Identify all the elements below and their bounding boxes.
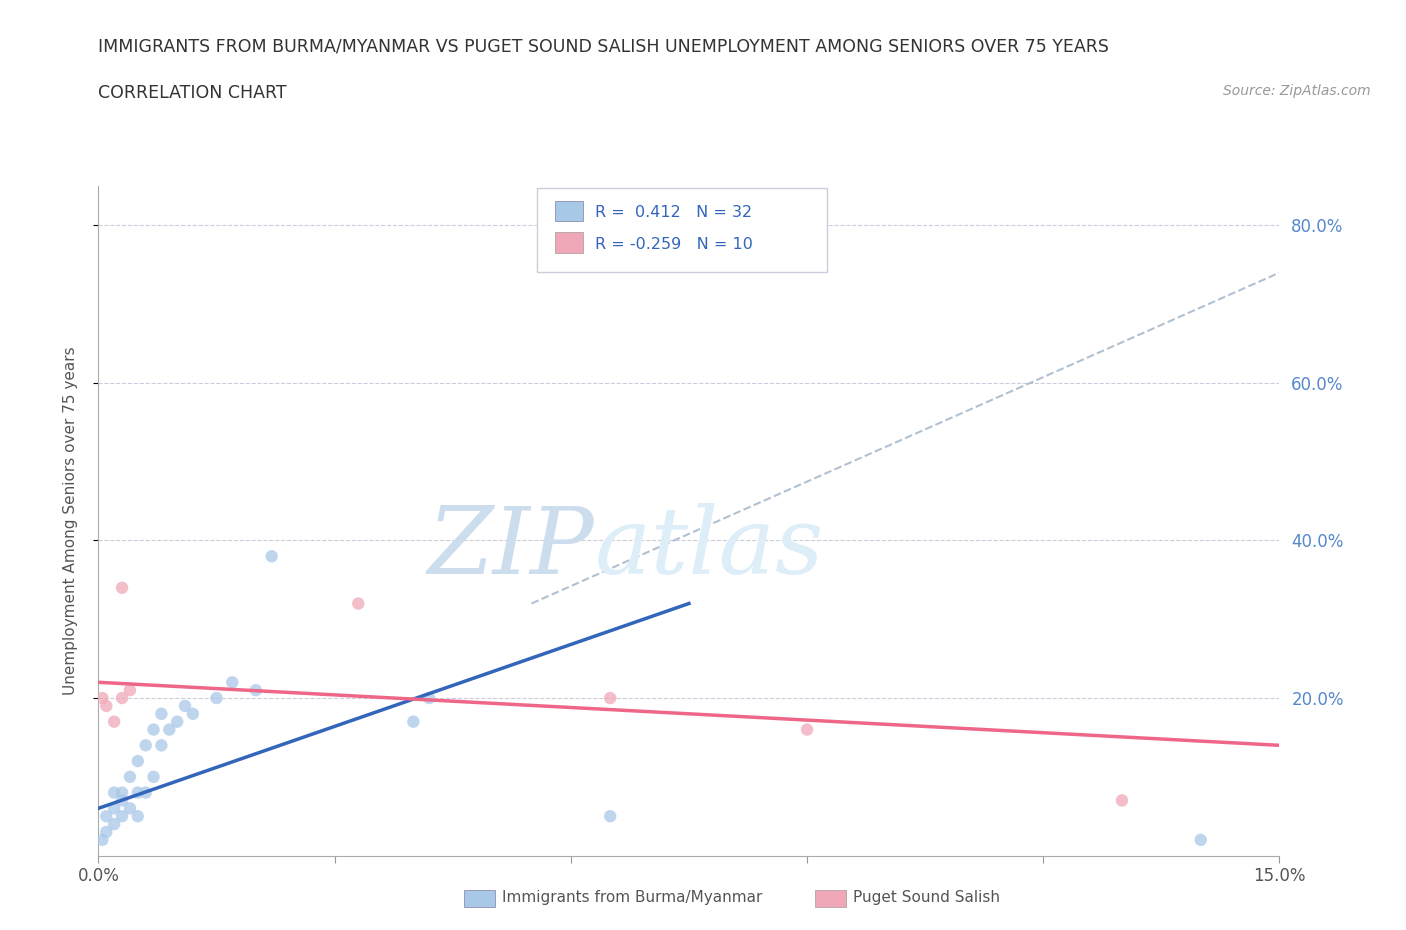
Text: CORRELATION CHART: CORRELATION CHART [98,84,287,101]
Point [127,809,149,824]
Text: IMMIGRANTS FROM BURMA/MYANMAR VS PUGET SOUND SALISH UNEMPLOYMENT AMONG SENIORS O: IMMIGRANTS FROM BURMA/MYANMAR VS PUGET S… [98,37,1109,55]
Point [127,753,149,768]
Point [127,785,149,800]
Text: R =  0.412   N = 32: R = 0.412 N = 32 [595,205,752,219]
Point [1189,832,1212,847]
Point [96,698,118,713]
Point [174,698,197,713]
Point [142,769,165,784]
Text: ZIP: ZIP [427,502,595,592]
Point [347,596,370,611]
Point [166,714,188,729]
Point [221,675,243,690]
Point [135,785,157,800]
Point [103,801,125,816]
Point [205,691,228,706]
Point [181,707,204,722]
Point [135,737,157,752]
Point [245,683,267,698]
Point [118,683,141,698]
Point [111,809,134,824]
Text: R = -0.259   N = 10: R = -0.259 N = 10 [595,237,752,252]
Point [96,809,118,824]
Point [1111,793,1133,808]
Point [260,549,283,564]
Point [418,691,440,706]
Point [157,722,180,737]
Point [91,691,114,706]
Point [103,817,125,831]
Text: Puget Sound Salish: Puget Sound Salish [853,890,1001,905]
Point [402,714,425,729]
Point [111,691,134,706]
Point [111,580,134,595]
Point [150,737,173,752]
Point [103,714,125,729]
Text: Source: ZipAtlas.com: Source: ZipAtlas.com [1223,84,1371,98]
Y-axis label: Unemployment Among Seniors over 75 years: Unemployment Among Seniors over 75 years [63,347,77,695]
Point [118,801,141,816]
Point [142,722,165,737]
Point [111,793,134,808]
Text: Immigrants from Burma/Myanmar: Immigrants from Burma/Myanmar [502,890,762,905]
Point [599,691,621,706]
Point [91,832,114,847]
Point [96,825,118,840]
Point [796,722,818,737]
Point [599,809,621,824]
Point [118,769,141,784]
Point [103,785,125,800]
Text: atlas: atlas [595,502,824,592]
Point [150,707,173,722]
Point [111,785,134,800]
